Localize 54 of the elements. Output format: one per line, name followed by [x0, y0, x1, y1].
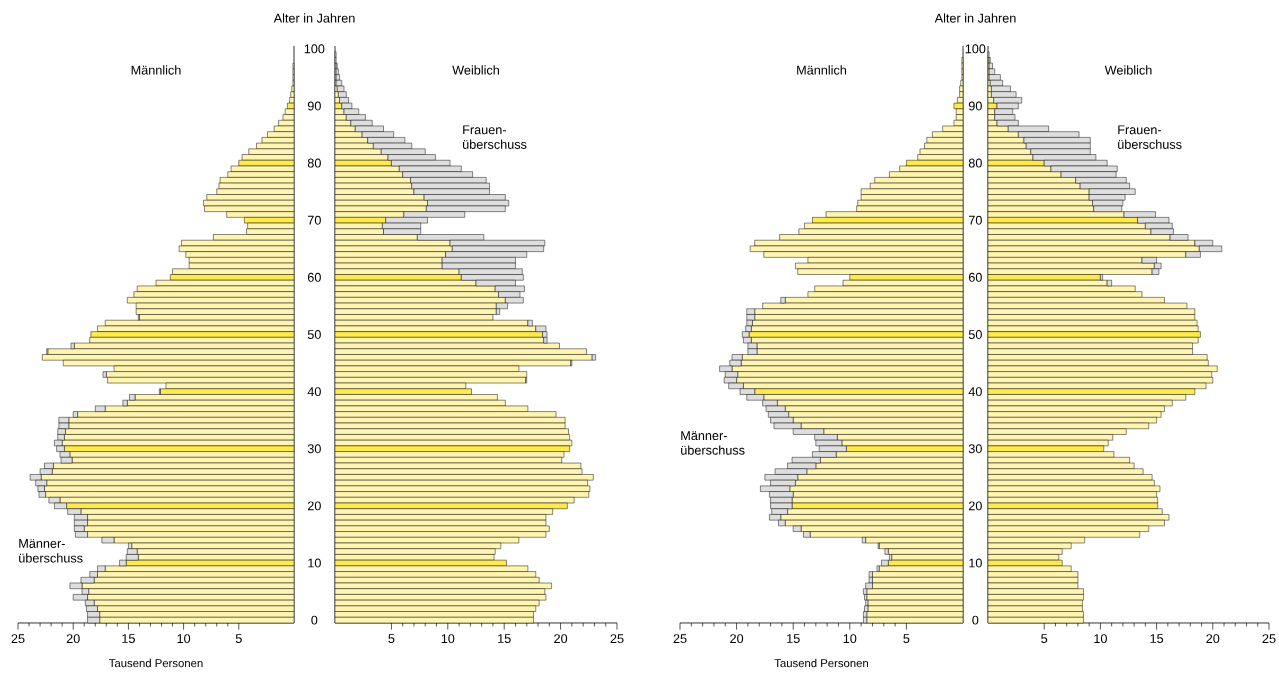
x-tick-label: 15 — [787, 634, 800, 643]
y-tick-label: 40 — [307, 387, 321, 397]
annotation: Frauen-überschuss — [1118, 125, 1182, 149]
text: Weiblich — [452, 65, 499, 75]
y-tick-label: 50 — [968, 330, 982, 339]
x-tick-label: 20 — [1206, 634, 1220, 644]
x-axis-title: Tausend Personen — [774, 658, 868, 668]
y-tick-label: 100 — [965, 44, 986, 54]
x-tick-label: 25 — [673, 634, 687, 644]
x-axis-title: Tausend Personen — [109, 658, 203, 668]
y-tick-label: 90 — [968, 101, 982, 111]
y-tick-label: 10 — [969, 558, 982, 568]
x-tick-label: 10 — [1094, 634, 1107, 644]
y-tick-label: 70 — [968, 215, 982, 225]
annotation: Männer-überschuss — [681, 431, 745, 455]
y-tick-label: 0 — [311, 615, 318, 625]
y-tick-label: 90 — [307, 101, 321, 111]
y-tick-label: 20 — [307, 501, 321, 511]
x-tick-label: 5 — [388, 634, 395, 643]
x-tick-label: 5 — [1041, 634, 1048, 643]
y-tick-label: 70 — [307, 215, 321, 225]
y-tick-label: 10 — [308, 558, 321, 568]
x-tick-label: 15 — [498, 634, 511, 643]
y-tick-label: 50 — [307, 330, 321, 339]
annotation: Männer-überschuss — [19, 539, 83, 563]
x-tick-label: 10 — [843, 634, 857, 644]
x-tick-label: 25 — [610, 634, 624, 644]
x-tick-label: 20 — [554, 634, 568, 644]
x-tick-label: 20 — [66, 634, 80, 644]
text: Männlich — [131, 65, 181, 75]
annotation: Frauen-überschuss — [463, 125, 527, 149]
x-tick-label: 25 — [11, 634, 25, 644]
y-tick-label: 40 — [968, 387, 982, 397]
x-tick-label: 10 — [177, 634, 191, 644]
x-tick-label: 5 — [235, 634, 242, 643]
text: Weiblich — [1104, 65, 1152, 75]
y-axis-title: Alter in Jahren — [934, 13, 1016, 23]
y-tick-label: 30 — [968, 444, 982, 454]
y-tick-label: 0 — [972, 615, 979, 625]
y-tick-label: 100 — [304, 44, 325, 54]
y-tick-label: 20 — [968, 501, 982, 511]
y-axis-title: Alter in Jahren — [273, 13, 355, 23]
x-tick-label: 15 — [122, 634, 135, 643]
x-tick-label: 5 — [903, 634, 910, 643]
y-tick-label: 30 — [307, 444, 321, 454]
x-tick-label: 25 — [1262, 634, 1276, 644]
y-tick-label: 80 — [307, 158, 321, 168]
y-tick-label: 60 — [968, 272, 982, 282]
x-tick-label: 10 — [441, 634, 455, 644]
text: Männlich — [797, 65, 847, 75]
y-tick-label: 80 — [968, 158, 982, 168]
y-tick-label: 60 — [307, 272, 321, 282]
x-tick-label: 15 — [1150, 634, 1164, 643]
x-tick-label: 20 — [730, 634, 744, 644]
